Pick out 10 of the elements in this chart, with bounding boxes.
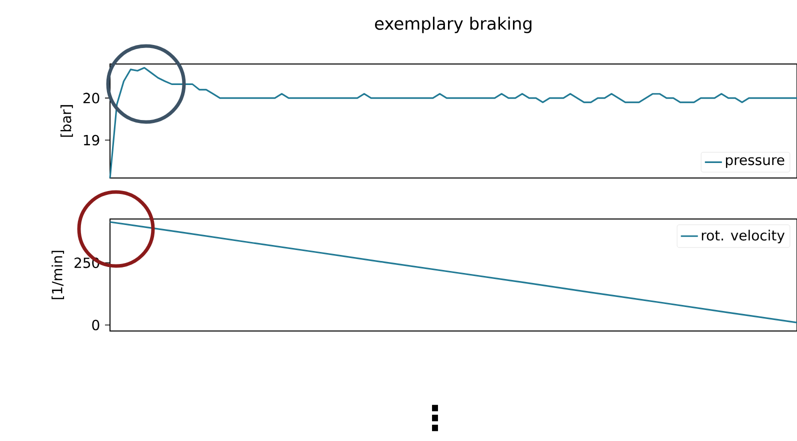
- y-tick-label: 19: [84, 134, 100, 146]
- y-tick-label: 0: [92, 320, 100, 330]
- y-axis-title: [1/min]: [52, 250, 64, 300]
- chart-title: exemplary braking: [375, 16, 532, 34]
- line-series: [109, 221, 797, 324]
- text: ⋮: [432, 404, 438, 432]
- y-axis-title: [bar]: [60, 105, 73, 137]
- legend-label: pressure: [726, 157, 784, 168]
- legend-label: rot. velocity: [702, 230, 785, 244]
- y-tick-label: 20: [83, 92, 100, 104]
